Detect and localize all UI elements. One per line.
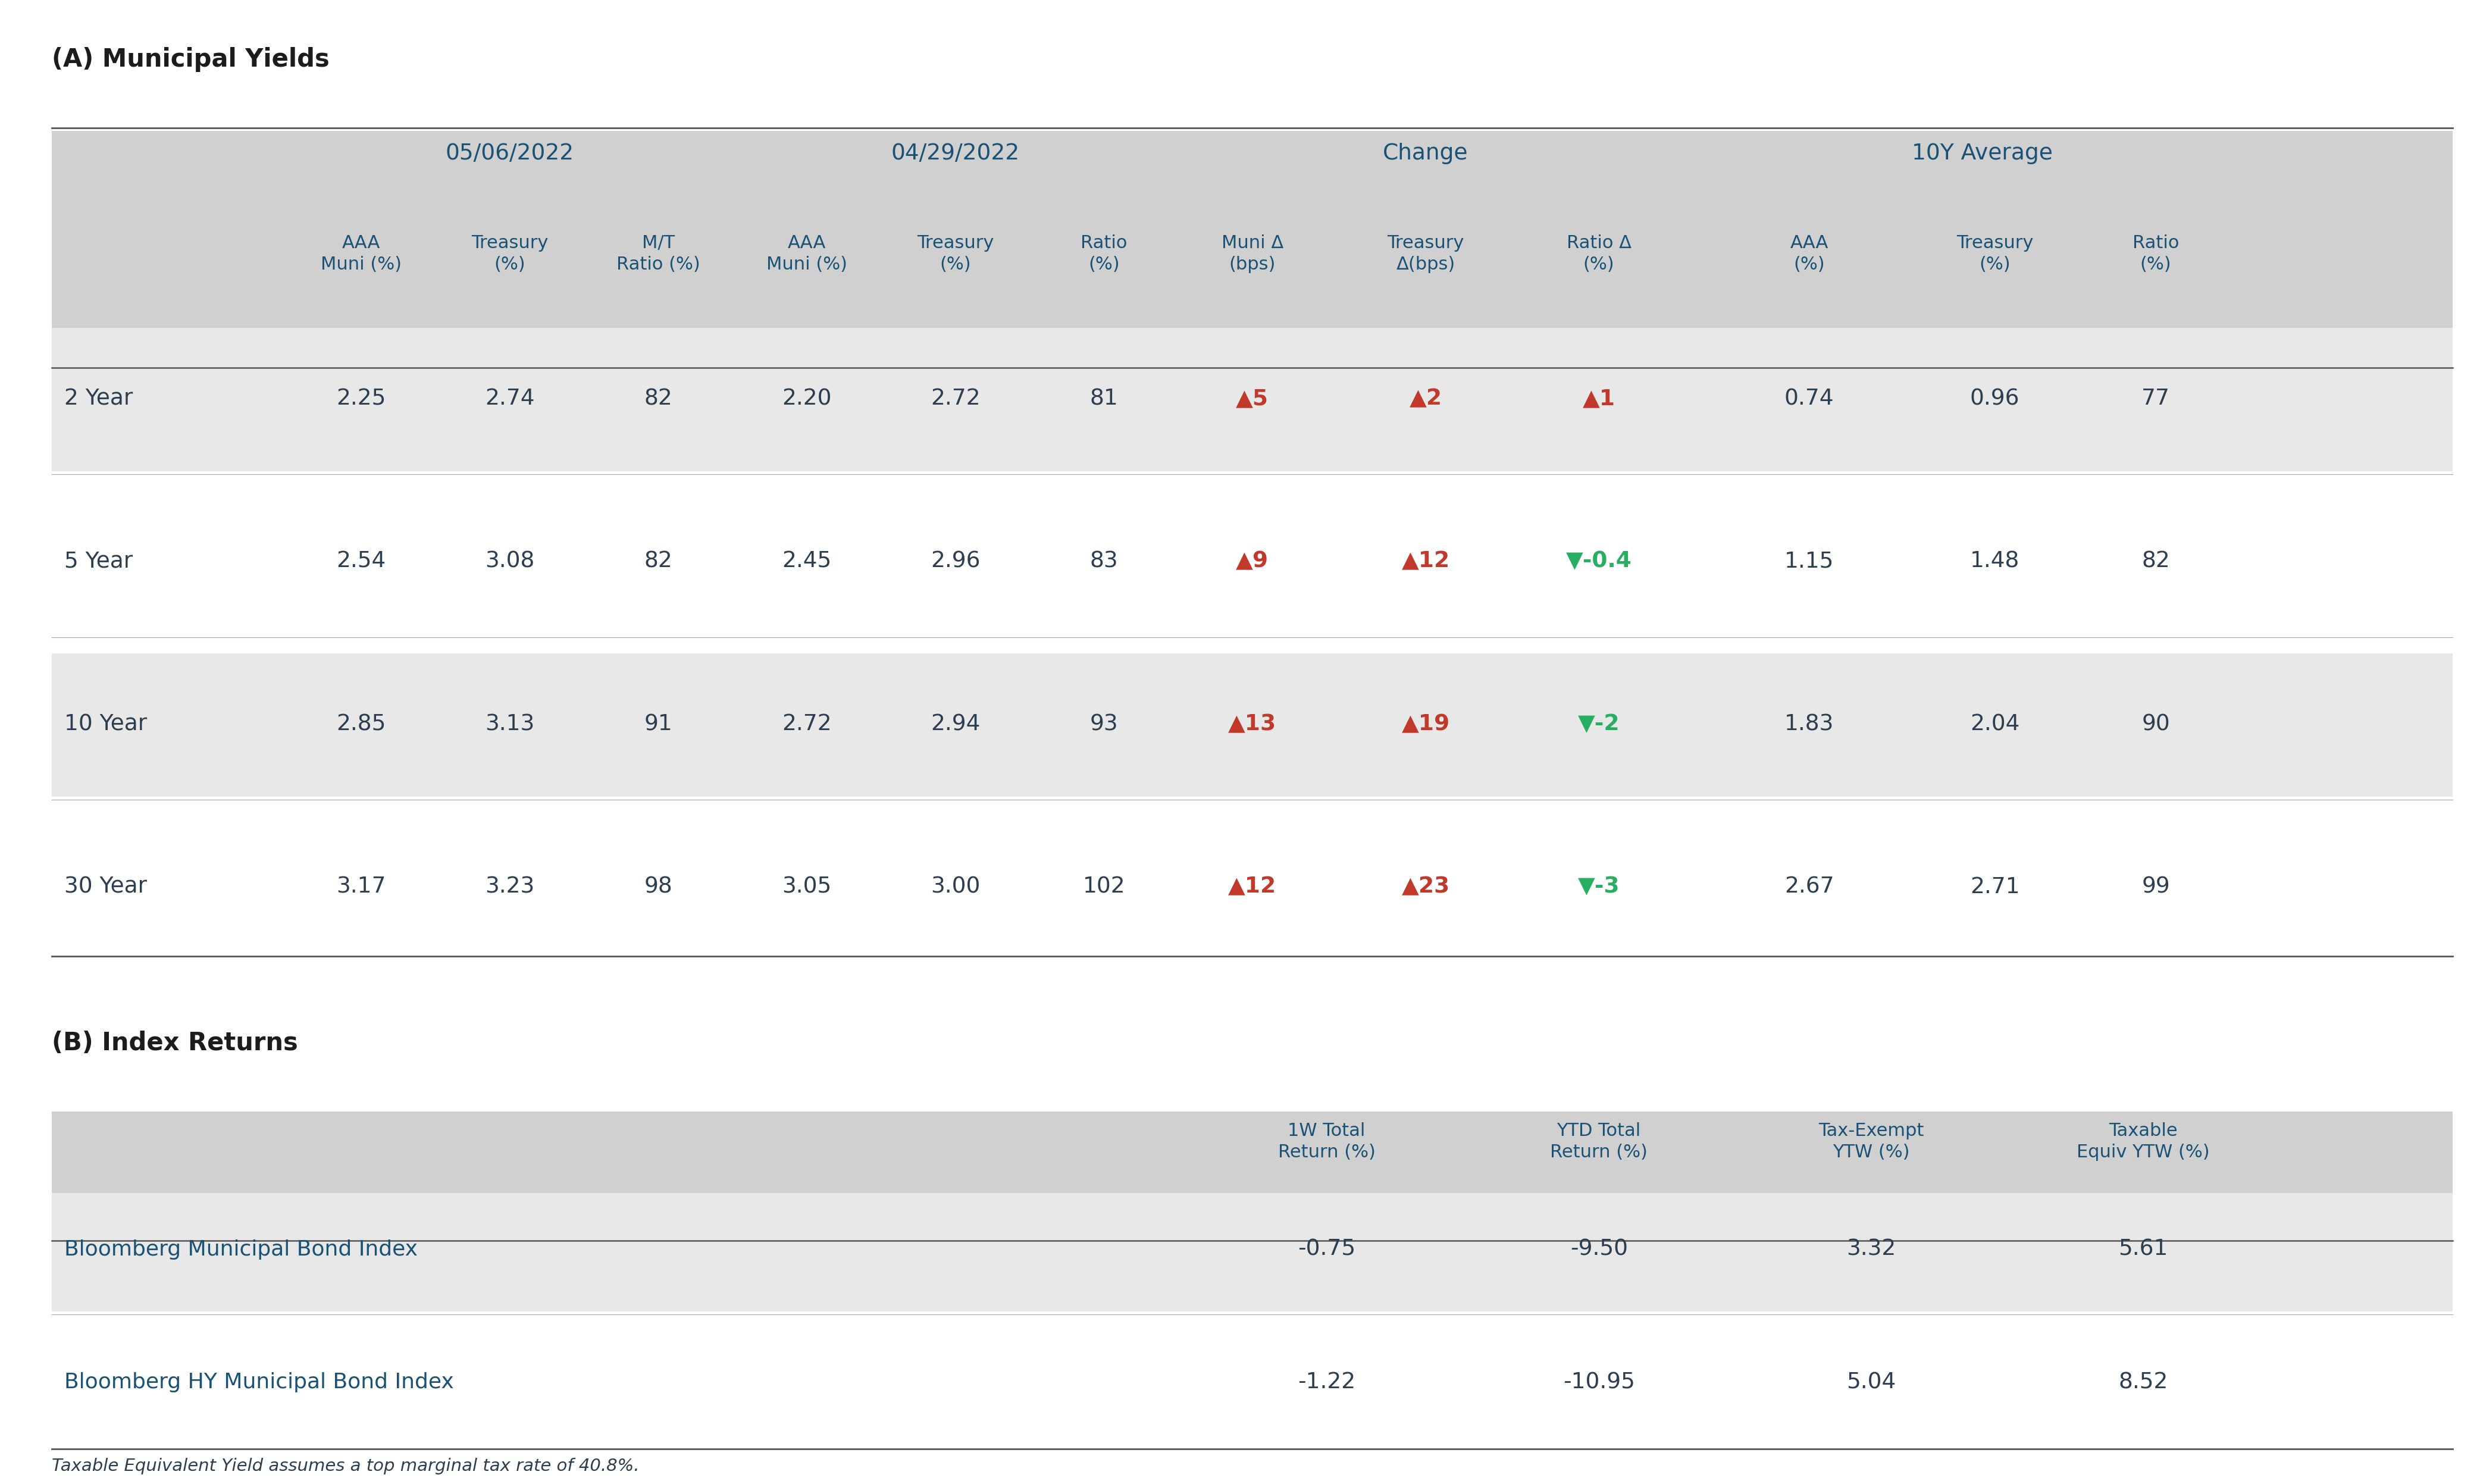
Text: 3.00: 3.00 [930, 876, 980, 898]
Text: AAA
Muni (%): AAA Muni (%) [766, 234, 848, 273]
Text: 0.96: 0.96 [1969, 389, 2019, 410]
Text: ▼-2: ▼-2 [1577, 714, 1619, 735]
Text: 8.52: 8.52 [2118, 1371, 2168, 1393]
Text: ▲12: ▲12 [1228, 876, 1277, 898]
Text: ▲2: ▲2 [1409, 389, 1441, 410]
Text: (A) Municipal Yields: (A) Municipal Yields [52, 47, 330, 71]
Text: 2.20: 2.20 [781, 389, 831, 410]
Text: 1.83: 1.83 [1786, 714, 1835, 735]
Text: Muni Δ
(bps): Muni Δ (bps) [1220, 234, 1282, 273]
Text: -0.75: -0.75 [1297, 1239, 1357, 1260]
Text: AAA
Muni (%): AAA Muni (%) [320, 234, 402, 273]
Text: ▲19: ▲19 [1401, 714, 1451, 735]
Text: 2.74: 2.74 [486, 389, 536, 410]
Text: 05/06/2022: 05/06/2022 [446, 142, 575, 165]
Text: Ratio
(%): Ratio (%) [1081, 234, 1128, 273]
Text: 5 Year: 5 Year [64, 551, 134, 573]
Text: 2.94: 2.94 [930, 714, 980, 735]
Text: Treasury
(%): Treasury (%) [918, 234, 994, 273]
Text: AAA
(%): AAA (%) [1791, 234, 1828, 273]
Text: 10Y Average: 10Y Average [1912, 142, 2053, 165]
Text: 2.72: 2.72 [930, 389, 980, 410]
Text: 2.72: 2.72 [781, 714, 831, 735]
Text: Ratio
(%): Ratio (%) [2133, 234, 2180, 273]
Text: 5.04: 5.04 [1848, 1371, 1895, 1393]
Text: ▲9: ▲9 [1235, 551, 1270, 573]
Text: 1.48: 1.48 [1969, 551, 2019, 573]
Text: 3.13: 3.13 [486, 714, 536, 735]
Text: Bloomberg Municipal Bond Index: Bloomberg Municipal Bond Index [64, 1239, 417, 1260]
Text: 83: 83 [1089, 551, 1118, 573]
FancyBboxPatch shape [52, 328, 2453, 472]
Text: ▲13: ▲13 [1228, 714, 1277, 735]
Text: 3.08: 3.08 [486, 551, 536, 573]
FancyBboxPatch shape [52, 1112, 2453, 1238]
Text: 102: 102 [1084, 876, 1126, 898]
Text: 3.23: 3.23 [486, 876, 536, 898]
Text: 10 Year: 10 Year [64, 714, 146, 735]
Text: 3.32: 3.32 [1848, 1239, 1895, 1260]
Text: 91: 91 [645, 714, 672, 735]
Text: -9.50: -9.50 [1570, 1239, 1627, 1260]
Text: ▲1: ▲1 [1582, 389, 1614, 410]
Text: 98: 98 [645, 876, 672, 898]
Text: 2.45: 2.45 [781, 551, 831, 573]
FancyBboxPatch shape [52, 131, 2453, 224]
Text: Tax-Exempt
YTW (%): Tax-Exempt YTW (%) [1818, 1122, 1924, 1160]
Text: -1.22: -1.22 [1297, 1371, 1357, 1393]
Text: 3.17: 3.17 [337, 876, 387, 898]
Text: 3.05: 3.05 [781, 876, 831, 898]
Text: 81: 81 [1089, 389, 1118, 410]
Text: ▼-0.4: ▼-0.4 [1565, 551, 1632, 573]
Text: Taxable Equivalent Yield assumes a top marginal tax rate of 40.8%.: Taxable Equivalent Yield assumes a top m… [52, 1457, 640, 1475]
Text: 93: 93 [1089, 714, 1118, 735]
Text: Treasury
Δ(bps): Treasury Δ(bps) [1386, 234, 1463, 273]
Text: 30 Year: 30 Year [64, 876, 146, 898]
Text: 2.67: 2.67 [1786, 876, 1835, 898]
Text: 5.61: 5.61 [2118, 1239, 2168, 1260]
Text: 2 Year: 2 Year [64, 389, 134, 410]
Text: ▼-3: ▼-3 [1577, 876, 1619, 898]
Text: 90: 90 [2143, 714, 2170, 735]
Text: Change: Change [1384, 142, 1468, 165]
Text: Treasury
(%): Treasury (%) [1957, 234, 2034, 273]
Text: 0.74: 0.74 [1786, 389, 1835, 410]
Text: Ratio Δ
(%): Ratio Δ (%) [1567, 234, 1632, 273]
Text: ▲23: ▲23 [1401, 876, 1451, 898]
Text: 2.96: 2.96 [930, 551, 980, 573]
Text: ▲5: ▲5 [1235, 389, 1270, 410]
Text: Treasury
(%): Treasury (%) [471, 234, 548, 273]
Text: Bloomberg HY Municipal Bond Index: Bloomberg HY Municipal Bond Index [64, 1373, 454, 1392]
Text: 99: 99 [2143, 876, 2170, 898]
Text: 1W Total
Return (%): 1W Total Return (%) [1277, 1122, 1376, 1160]
Text: 2.04: 2.04 [1969, 714, 2019, 735]
Text: 2.54: 2.54 [337, 551, 387, 573]
FancyBboxPatch shape [52, 1193, 2453, 1312]
Text: 04/29/2022: 04/29/2022 [890, 142, 1019, 165]
Text: 82: 82 [645, 551, 672, 573]
FancyBboxPatch shape [52, 220, 2453, 365]
Text: (B) Index Returns: (B) Index Returns [52, 1030, 298, 1055]
Text: 2.85: 2.85 [337, 714, 387, 735]
Text: 82: 82 [2143, 551, 2170, 573]
Text: 1.15: 1.15 [1786, 551, 1835, 573]
Text: 2.25: 2.25 [337, 389, 387, 410]
Text: 82: 82 [645, 389, 672, 410]
Text: ▲12: ▲12 [1401, 551, 1451, 573]
Text: M/T
Ratio (%): M/T Ratio (%) [618, 234, 699, 273]
Text: 2.71: 2.71 [1969, 876, 2019, 898]
FancyBboxPatch shape [52, 653, 2453, 797]
Text: YTD Total
Return (%): YTD Total Return (%) [1550, 1122, 1647, 1160]
Text: Taxable
Equiv YTW (%): Taxable Equiv YTW (%) [2076, 1122, 2210, 1160]
Text: -10.95: -10.95 [1562, 1371, 1634, 1393]
Text: 77: 77 [2143, 389, 2170, 410]
